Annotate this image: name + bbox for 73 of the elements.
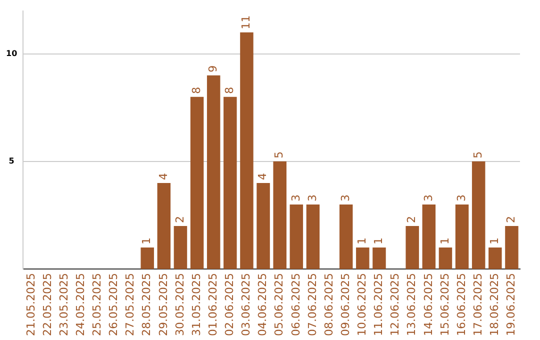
x-tick-label: 14.06.2025 bbox=[422, 273, 435, 336]
data-label: 3 bbox=[289, 194, 302, 202]
data-label: 2 bbox=[173, 216, 186, 223]
x-tick-label: 26.05.2025 bbox=[107, 273, 120, 336]
x-tick-label: 31.05.2025 bbox=[190, 273, 203, 336]
x-tick-label: 17.06.2025 bbox=[471, 273, 484, 336]
x-tick-label: 18.06.2025 bbox=[488, 273, 502, 336]
x-tick-label: 03.06.2025 bbox=[240, 273, 253, 336]
x-tick-label: 04.06.2025 bbox=[256, 273, 270, 336]
data-label: 2 bbox=[504, 216, 518, 223]
x-tick-label: 22.05.2025 bbox=[40, 273, 54, 336]
x-tick-label: 24.05.2025 bbox=[74, 273, 87, 336]
bar bbox=[174, 226, 188, 270]
data-label: 5 bbox=[272, 151, 286, 158]
bar bbox=[372, 248, 386, 270]
x-tick-label: 29.05.2025 bbox=[156, 273, 170, 336]
x-tick-label: 13.06.2025 bbox=[405, 273, 418, 336]
data-label: 3 bbox=[306, 194, 319, 202]
bar bbox=[438, 248, 452, 270]
data-label: 5 bbox=[471, 151, 484, 158]
data-label: 1 bbox=[140, 238, 154, 244]
bar bbox=[422, 204, 436, 270]
bar bbox=[206, 75, 220, 270]
x-tick-label: 16.06.2025 bbox=[454, 273, 468, 336]
x-tick-label: 10.06.2025 bbox=[356, 273, 369, 336]
data-label: 11 bbox=[240, 15, 253, 30]
data-label: 1 bbox=[438, 238, 452, 244]
bar bbox=[190, 96, 204, 270]
bar bbox=[306, 204, 320, 270]
x-tick-label: 25.05.2025 bbox=[90, 273, 104, 336]
data-label: 1 bbox=[372, 238, 386, 244]
data-label: 8 bbox=[190, 86, 203, 94]
x-tick-label: 11.06.2025 bbox=[372, 273, 386, 336]
bar bbox=[256, 182, 270, 270]
bar bbox=[224, 96, 237, 270]
bar bbox=[472, 161, 486, 270]
bar bbox=[273, 161, 286, 270]
bar bbox=[140, 248, 154, 270]
x-tick-label: 12.06.2025 bbox=[388, 273, 402, 336]
bar bbox=[406, 226, 419, 270]
data-label: 1 bbox=[488, 238, 502, 244]
x-tick-label: 09.06.2025 bbox=[338, 273, 352, 336]
data-label: 2 bbox=[405, 216, 418, 223]
data-label: 3 bbox=[338, 194, 352, 202]
x-tick-label: 21.05.2025 bbox=[24, 273, 38, 336]
bar bbox=[290, 204, 304, 270]
data-label: 8 bbox=[223, 86, 236, 94]
bar bbox=[505, 226, 518, 270]
x-tick-label: 06.06.2025 bbox=[289, 273, 302, 336]
bar bbox=[339, 204, 353, 270]
data-label: 1 bbox=[356, 238, 369, 244]
bar bbox=[455, 204, 469, 270]
data-label: 3 bbox=[454, 194, 468, 202]
x-tick-label: 05.06.2025 bbox=[272, 273, 286, 336]
x-tick-label: 07.06.2025 bbox=[306, 273, 319, 336]
bar bbox=[240, 32, 254, 270]
x-tick-label: 02.06.2025 bbox=[223, 273, 236, 336]
y-tick-label: 10 bbox=[6, 48, 18, 58]
x-tick-label: 23.05.2025 bbox=[57, 273, 70, 336]
x-tick-label: 15.06.2025 bbox=[438, 273, 452, 336]
x-tick-label: 28.05.2025 bbox=[140, 273, 154, 336]
x-tick-label: 08.06.2025 bbox=[322, 273, 336, 336]
bar bbox=[488, 248, 502, 270]
x-tick-label: 30.05.2025 bbox=[173, 273, 186, 336]
data-label: 4 bbox=[156, 172, 170, 180]
bar bbox=[356, 248, 370, 270]
bar bbox=[157, 182, 171, 270]
data-label: 3 bbox=[422, 194, 435, 202]
x-tick-label: 27.05.2025 bbox=[124, 273, 137, 336]
x-tick-label: 01.06.2025 bbox=[206, 273, 220, 336]
x-tick-label: 19.06.2025 bbox=[504, 273, 518, 336]
data-label: 4 bbox=[256, 172, 270, 180]
data-label: 9 bbox=[206, 65, 220, 72]
